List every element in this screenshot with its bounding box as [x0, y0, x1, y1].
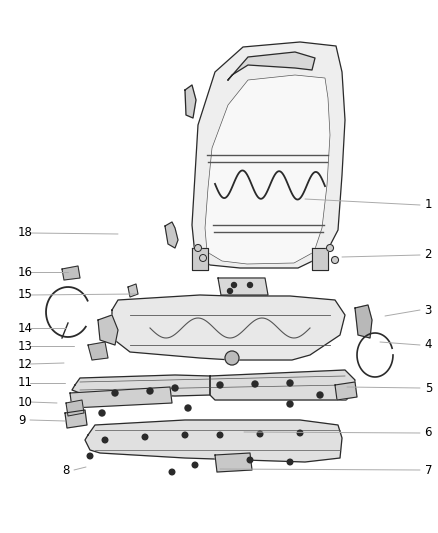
Circle shape: [99, 410, 105, 416]
Circle shape: [102, 437, 108, 443]
Text: 13: 13: [18, 340, 33, 352]
Polygon shape: [215, 453, 252, 472]
Polygon shape: [65, 410, 87, 428]
Circle shape: [252, 381, 258, 387]
Polygon shape: [128, 284, 138, 297]
Text: 16: 16: [18, 265, 33, 279]
Circle shape: [317, 392, 323, 398]
Circle shape: [232, 282, 237, 287]
Circle shape: [185, 405, 191, 411]
Polygon shape: [85, 420, 342, 462]
Circle shape: [257, 431, 263, 437]
Circle shape: [297, 430, 303, 436]
Circle shape: [147, 388, 153, 394]
Polygon shape: [335, 382, 357, 400]
Circle shape: [227, 288, 233, 294]
Polygon shape: [210, 370, 355, 400]
Text: 5: 5: [424, 382, 432, 394]
Circle shape: [287, 401, 293, 407]
Polygon shape: [312, 248, 328, 270]
Text: 2: 2: [424, 248, 432, 262]
Circle shape: [332, 256, 339, 263]
Text: 8: 8: [62, 464, 69, 477]
Text: 3: 3: [424, 303, 432, 317]
Circle shape: [287, 459, 293, 465]
Text: 1: 1: [424, 198, 432, 212]
Text: 4: 4: [424, 338, 432, 351]
Polygon shape: [62, 266, 80, 280]
Circle shape: [326, 245, 333, 252]
Circle shape: [194, 245, 201, 252]
Circle shape: [247, 457, 253, 463]
Polygon shape: [66, 400, 84, 416]
Circle shape: [87, 453, 93, 459]
Text: 7: 7: [424, 464, 432, 477]
Polygon shape: [165, 222, 178, 248]
Polygon shape: [70, 387, 172, 408]
Text: 6: 6: [424, 426, 432, 440]
Circle shape: [287, 380, 293, 386]
Text: 15: 15: [18, 288, 33, 302]
Polygon shape: [98, 315, 118, 345]
Polygon shape: [185, 85, 196, 118]
Circle shape: [192, 462, 198, 468]
Polygon shape: [72, 375, 210, 396]
Polygon shape: [228, 52, 315, 80]
Circle shape: [199, 254, 206, 262]
Polygon shape: [192, 42, 345, 268]
Text: 14: 14: [18, 321, 33, 335]
Circle shape: [142, 434, 148, 440]
Text: 10: 10: [18, 395, 33, 408]
Circle shape: [112, 390, 118, 396]
Circle shape: [225, 351, 239, 365]
Polygon shape: [205, 75, 330, 264]
Polygon shape: [112, 295, 345, 360]
Circle shape: [247, 282, 252, 287]
Text: 11: 11: [18, 376, 33, 390]
Polygon shape: [88, 342, 108, 360]
Circle shape: [182, 432, 188, 438]
Polygon shape: [218, 278, 268, 295]
Polygon shape: [192, 248, 208, 270]
Circle shape: [172, 385, 178, 391]
Text: 9: 9: [18, 414, 25, 426]
Polygon shape: [355, 305, 372, 338]
Circle shape: [217, 382, 223, 388]
Circle shape: [169, 469, 175, 475]
Text: 18: 18: [18, 227, 33, 239]
Text: 12: 12: [18, 358, 33, 370]
Circle shape: [217, 432, 223, 438]
